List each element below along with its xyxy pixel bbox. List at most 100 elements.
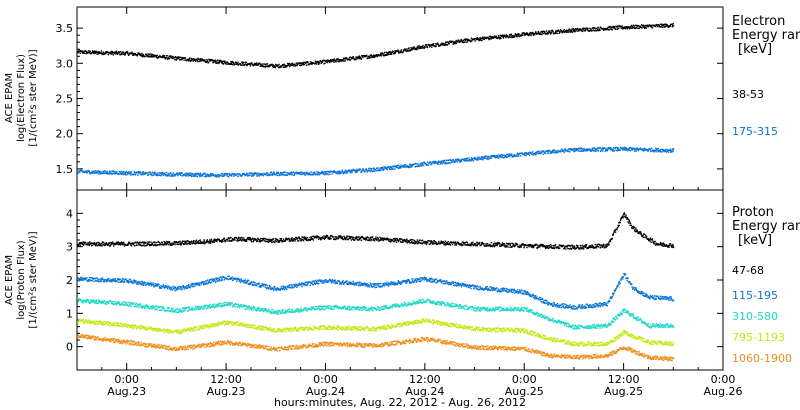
electron-point [318, 171, 320, 174]
proton-point [89, 277, 91, 279]
electron-point [440, 161, 442, 164]
electron-point [609, 148, 611, 150]
proton-point [630, 224, 633, 227]
proton-point [584, 244, 587, 246]
electron-point [542, 153, 544, 155]
electron-point [446, 162, 448, 165]
electron-point [310, 174, 312, 176]
proton-point [210, 279, 212, 281]
electron-point [245, 174, 247, 176]
electron-point [341, 169, 343, 171]
electron-point [525, 33, 527, 35]
electron-point [198, 58, 200, 60]
proton-point [440, 241, 442, 244]
proton-point [205, 241, 207, 243]
proton-point [548, 244, 551, 247]
electron-point [591, 147, 594, 149]
electron-point [415, 165, 418, 167]
proton-point [360, 237, 362, 239]
electron-point [338, 60, 341, 62]
electron-point [193, 174, 195, 177]
proton-point [219, 278, 221, 281]
proton-point [274, 241, 276, 243]
proton-point [241, 279, 243, 282]
proton-point [259, 240, 261, 242]
proton-point [545, 247, 548, 249]
proton-point [484, 245, 487, 247]
electron-point [643, 27, 646, 29]
electron-point [96, 53, 98, 55]
electron-point [171, 56, 173, 58]
electron-point [491, 36, 493, 38]
electron-point [453, 41, 455, 44]
electron-point [222, 173, 225, 175]
electron-point [642, 150, 645, 152]
electron-point [214, 61, 217, 63]
electron-point [390, 168, 392, 171]
proton-point [426, 242, 429, 244]
electron-point [641, 24, 643, 26]
electron-point [413, 46, 415, 48]
electron-point [651, 26, 654, 29]
electron-point [195, 172, 197, 175]
electron-point [504, 36, 507, 38]
electron-point [137, 53, 139, 55]
proton-point [239, 278, 241, 281]
electron-point [281, 173, 283, 175]
electron-point [586, 29, 589, 31]
electron-point [556, 30, 558, 32]
proton-point [626, 218, 628, 220]
proton-point [104, 280, 106, 282]
electron-point [412, 46, 414, 49]
proton-point [209, 239, 211, 241]
proton-point [199, 239, 201, 241]
electron-point [525, 152, 527, 154]
electron-point [383, 168, 385, 170]
proton-point [672, 246, 675, 249]
electron-point [595, 30, 598, 32]
electron-point [105, 172, 107, 174]
electron-point [280, 174, 283, 176]
electron-point [323, 171, 325, 173]
electron-point [671, 148, 674, 150]
proton-point [220, 240, 223, 243]
electron-point [122, 173, 124, 175]
proton-point [584, 245, 586, 248]
electron-point [394, 50, 396, 52]
proton-point [199, 284, 201, 287]
proton-point [325, 235, 327, 237]
electron-point [639, 148, 641, 150]
proton-point [318, 238, 320, 240]
electron-point [156, 56, 158, 59]
proton-point [212, 240, 215, 242]
proton-point [293, 286, 295, 289]
electron-point [200, 174, 202, 176]
electron-point [157, 57, 159, 59]
proton-point [360, 239, 363, 242]
electron-point [605, 150, 608, 152]
proton-point [345, 237, 348, 239]
proton-point [279, 288, 281, 290]
electron-point [458, 159, 461, 162]
proton-point [493, 244, 495, 246]
electron-point [267, 172, 269, 175]
proton-point [200, 240, 202, 243]
electron-point [386, 167, 388, 169]
electron-point [243, 172, 245, 175]
electron-point [571, 148, 573, 151]
proton-point [505, 246, 507, 248]
electron-point [79, 52, 81, 54]
proton-point [146, 244, 148, 246]
electron-point [180, 57, 182, 59]
proton-point [594, 243, 596, 246]
proton-point [597, 245, 599, 247]
electron-point [292, 171, 295, 173]
proton-point [274, 288, 277, 290]
proton-point [185, 287, 188, 290]
electron-point [466, 38, 468, 40]
electron-point [594, 27, 596, 29]
proton-point [255, 285, 258, 287]
proton-point [108, 243, 110, 245]
proton-point [139, 241, 141, 243]
electron-point [154, 173, 157, 175]
